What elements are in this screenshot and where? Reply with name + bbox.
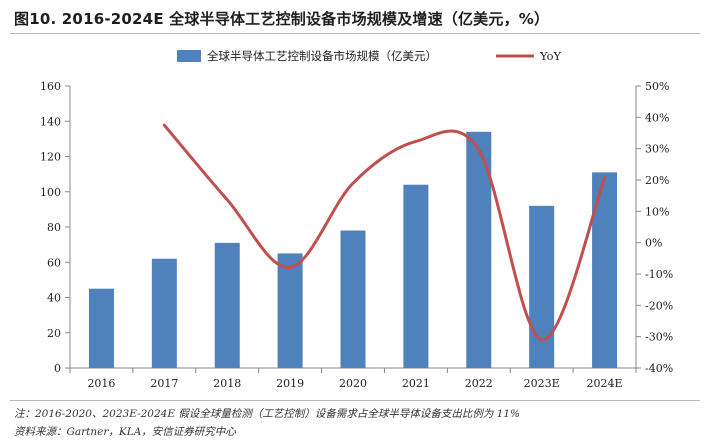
right-tick-label: 10% — [645, 205, 669, 218]
right-tick-label: -30% — [645, 331, 673, 344]
left-tick-label: 20 — [47, 327, 61, 340]
right-tick-label: -10% — [645, 268, 673, 281]
x-tick-label: 2023E — [524, 377, 560, 390]
bar-2021 — [403, 184, 429, 368]
left-tick-label: 140 — [40, 115, 61, 128]
bar-2019 — [277, 253, 303, 368]
footer-divider — [10, 400, 700, 401]
figure-title: 图10. 2016-2024E 全球半导体工艺控制设备市场规模及增速（亿美元，%… — [14, 10, 550, 28]
x-tick-label: 2020 — [339, 377, 367, 390]
right-tick-label: 50% — [645, 80, 669, 93]
chart-legend: 全球半导体工艺控制设备市场规模（亿美元） YoY — [177, 49, 562, 63]
left-tick-label: 120 — [40, 151, 61, 164]
x-tick-label: 2016 — [87, 377, 115, 390]
left-tick-label: 160 — [40, 80, 61, 93]
right-tick-label: -20% — [645, 299, 673, 312]
chart-axes: 0 20 40 60 80 100 120 140 160 -40% -30% -20% -10% 0% 1… — [40, 80, 673, 390]
right-tick-label: -40% — [645, 362, 673, 375]
bar-2016 — [88, 288, 114, 368]
bar-2020 — [340, 230, 366, 368]
x-tick-label: 2018 — [213, 377, 241, 390]
bar-2017 — [151, 258, 177, 368]
right-tick-label: 0% — [645, 237, 662, 250]
line-series — [162, 123, 607, 342]
title-divider — [10, 33, 700, 34]
left-tick-label: 80 — [47, 221, 61, 234]
right-tick-label: 40% — [645, 111, 669, 124]
legend-bar-label: 全球半导体工艺控制设备市场规模（亿美元） — [207, 49, 437, 63]
legend-bar-swatch — [177, 50, 201, 62]
chart-source: 资料来源：Gartner，KLA，安信证券研究中心 — [14, 426, 236, 438]
x-tick-label: 2021 — [402, 377, 430, 390]
x-tick-label: 2024E — [587, 377, 623, 390]
x-tick-label: 2019 — [276, 377, 304, 390]
yoy-line — [162, 123, 607, 342]
chart-note: 注：2016-2020、2023E-2024E 假设全球量检测（工艺控制）设备需… — [14, 408, 521, 420]
legend-line-label: YoY — [539, 49, 562, 63]
x-tick-label: 2017 — [150, 377, 178, 390]
left-tick-label: 100 — [40, 186, 61, 199]
combo-chart: 0 20 40 60 80 100 120 140 160 -40% -30% -20% -10% 0% 1… — [40, 49, 673, 390]
left-tick-label: 40 — [47, 292, 61, 305]
x-tick-label: 2022 — [465, 377, 493, 390]
bar-2018 — [214, 242, 240, 368]
left-tick-label: 60 — [47, 256, 61, 269]
bar-2023E — [529, 205, 555, 368]
right-tick-label: 30% — [645, 143, 669, 156]
right-tick-label: 20% — [645, 174, 669, 187]
bar-series — [88, 131, 618, 368]
left-tick-label: 0 — [54, 362, 61, 375]
